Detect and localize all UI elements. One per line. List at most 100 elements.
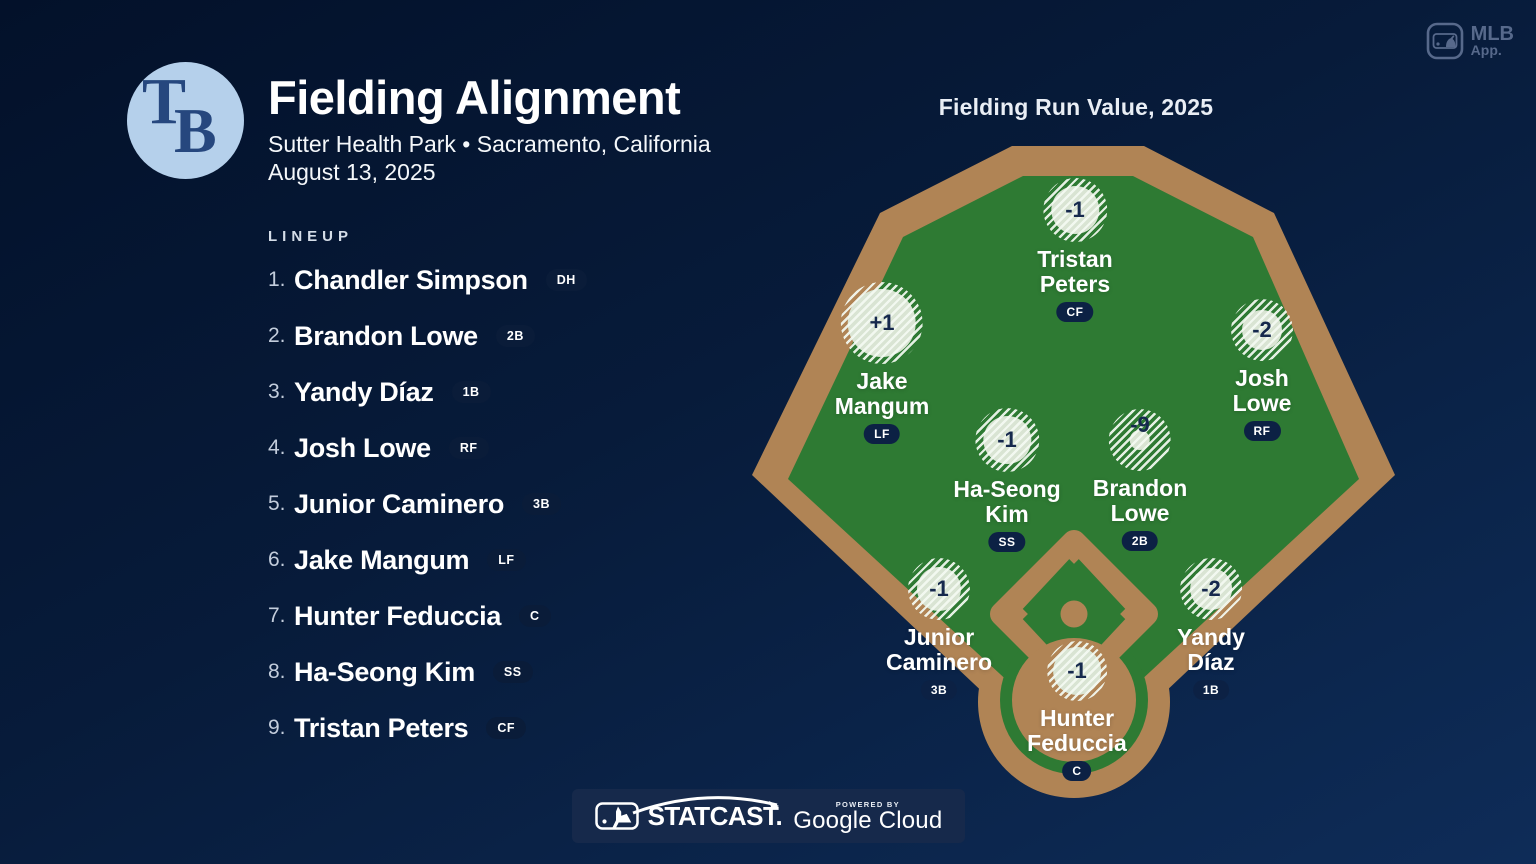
lineup-player-name: Jake Mangum xyxy=(294,544,470,575)
lineup-player-name: Josh Lowe xyxy=(294,432,431,463)
lineup-row: 7. Hunter Feduccia C xyxy=(268,588,587,644)
lineup-order-number: 4. xyxy=(268,436,286,459)
field-position-badge: 3B xyxy=(920,680,958,700)
statcast-logo: STATCAST. xyxy=(594,795,783,832)
team-logo-letter-t: T xyxy=(142,65,187,138)
field-position-badge: 2B xyxy=(1121,531,1159,551)
lineup-order-number: 8. xyxy=(268,660,286,683)
statcast-wordmark: STATCAST. xyxy=(647,800,783,831)
lineup-position-badge: SS xyxy=(492,661,533,683)
fielding-run-value-marker: +1 xyxy=(841,282,923,364)
lineup-row: 3. Yandy Díaz 1B xyxy=(268,364,587,420)
lineup-player-name: Tristan Peters xyxy=(294,712,469,743)
venue-line: Sutter Health Park • Sacramento, Califor… xyxy=(268,131,711,157)
fielding-run-value: -1 xyxy=(997,427,1017,452)
lineup-list: 1. Chandler Simpson DH 2. Brandon Lowe 2… xyxy=(268,252,587,756)
fielding-run-value-heading: Fielding Run Value, 2025 xyxy=(938,94,1214,120)
lineup-row: 9. Tristan Peters CF xyxy=(268,700,587,756)
lineup-position-badge: 2B xyxy=(495,325,535,347)
rays-team-logo: T B xyxy=(127,62,244,179)
field-position-badge: CF xyxy=(1056,302,1094,322)
lineup-heading: LINEUP xyxy=(268,228,354,245)
powered-by-text: POWERED BY xyxy=(835,799,900,809)
google-cloud-logo: POWERED BY Google Cloud xyxy=(793,800,942,833)
fielding-run-value: -1 xyxy=(1067,658,1087,683)
mlb-logo-icon xyxy=(594,802,639,830)
lineup-position-badge: 3B xyxy=(522,493,562,515)
lineup-order-number: 9. xyxy=(268,716,286,739)
lineup-player-name: Chandler Simpson xyxy=(294,264,528,295)
lineup-player-name: Hunter Feduccia xyxy=(294,600,502,631)
lineup-position-badge: 1B xyxy=(451,381,491,403)
lineup-row: 4. Josh Lowe RF xyxy=(268,420,587,476)
field-position-badge: RF xyxy=(1243,421,1281,441)
field-player: -1 Ha-Seong Kim SS xyxy=(953,408,1061,552)
lineup-order-number: 7. xyxy=(268,604,286,627)
field-player-name: Jake Mangum xyxy=(834,368,930,419)
lineup-player-name: Yandy Díaz xyxy=(294,376,434,407)
date-line: August 13, 2025 xyxy=(268,159,436,185)
fielding-run-value-marker: -9 xyxy=(1109,409,1171,471)
lineup-player-name: Ha-Seong Kim xyxy=(294,656,475,687)
lineup-order-number: 6. xyxy=(268,548,286,571)
mlb-app-icon xyxy=(1426,22,1463,60)
field-player-name: Yandy Díaz xyxy=(1177,624,1245,675)
mlb-app-brand-text: MLB xyxy=(1470,23,1514,45)
second-base xyxy=(1064,544,1084,564)
fielding-run-value-marker: -1 xyxy=(1047,641,1107,701)
fielding-run-value-marker: -1 xyxy=(975,408,1039,472)
lineup-position-badge: CF xyxy=(486,717,527,739)
field-player: -2 Josh Lowe RF xyxy=(1231,299,1293,441)
field-player: -9 Brandon Lowe 2B xyxy=(1092,409,1188,551)
lineup-order-number: 3. xyxy=(268,380,286,403)
pitcher-mound xyxy=(1060,600,1088,628)
lineup-row: 6. Jake Mangum LF xyxy=(268,532,587,588)
first-base xyxy=(1120,604,1140,624)
field-player-name: Hunter Feduccia xyxy=(1027,705,1127,756)
lineup-position-badge: DH xyxy=(545,269,587,291)
lineup-order-number: 1. xyxy=(268,268,286,291)
lineup-player-name: Junior Caminero xyxy=(294,488,505,519)
field-position-badge: 1B xyxy=(1192,680,1230,700)
statcast-footer-bar: STATCAST. POWERED BY Google Cloud xyxy=(572,789,965,843)
fielding-run-value: -2 xyxy=(1252,317,1272,342)
field-player-name: Tristan Peters xyxy=(1037,246,1113,297)
field-position-badge: SS xyxy=(988,532,1026,552)
lineup-row: 8. Ha-Seong Kim SS xyxy=(268,644,587,700)
field-player: -1 Tristan Peters CF xyxy=(1037,178,1113,322)
field-position-badge: LF xyxy=(864,424,900,444)
field-player: -1 Hunter Feduccia C xyxy=(1027,641,1127,781)
field-player-name: Josh Lowe xyxy=(1232,365,1292,416)
fielding-run-value: +1 xyxy=(869,310,895,335)
fielding-run-value: -2 xyxy=(1201,576,1221,601)
fielding-run-value-marker: -1 xyxy=(908,558,970,620)
fielding-run-value-marker: -1 xyxy=(1042,178,1107,242)
field-position-badge: C xyxy=(1062,761,1092,781)
lineup-row: 2. Brandon Lowe 2B xyxy=(268,308,587,364)
statcast-arc xyxy=(632,795,779,814)
fielding-run-value-marker: -2 xyxy=(1231,299,1293,361)
field-player: -1 Junior Caminero 3B xyxy=(886,558,992,700)
lineup-row: 1. Chandler Simpson DH xyxy=(268,252,587,308)
google-cloud-text: Google Cloud xyxy=(793,806,943,834)
lineup-position-badge: C xyxy=(519,605,551,627)
field-player-name: Ha-Seong Kim xyxy=(953,476,1061,527)
lineup-order-number: 5. xyxy=(268,492,286,515)
lineup-position-badge: LF xyxy=(487,549,526,571)
lineup-position-badge: RF xyxy=(448,437,489,459)
fielding-run-value-marker: -2 xyxy=(1179,558,1242,620)
field-player: -2 Yandy Díaz 1B xyxy=(1177,558,1245,700)
team-logo-letter-b: B xyxy=(174,95,217,166)
field-player: +1 Jake Mangum LF xyxy=(834,282,930,444)
mlb-app-sub-text: App. xyxy=(1470,42,1502,58)
fielding-run-value: -1 xyxy=(929,576,949,601)
lineup-player-name: Brandon Lowe xyxy=(294,320,478,351)
fielding-run-value: -1 xyxy=(1065,197,1085,222)
page-title: Fielding Alignment xyxy=(268,71,681,124)
lineup-row: 5. Junior Caminero 3B xyxy=(268,476,587,532)
lineup-order-number: 2. xyxy=(268,324,286,347)
field-player-name: Brandon Lowe xyxy=(1092,475,1188,526)
mlb-app-badge: MLB App. xyxy=(1426,22,1514,60)
fielding-run-value: -9 xyxy=(1130,412,1150,437)
